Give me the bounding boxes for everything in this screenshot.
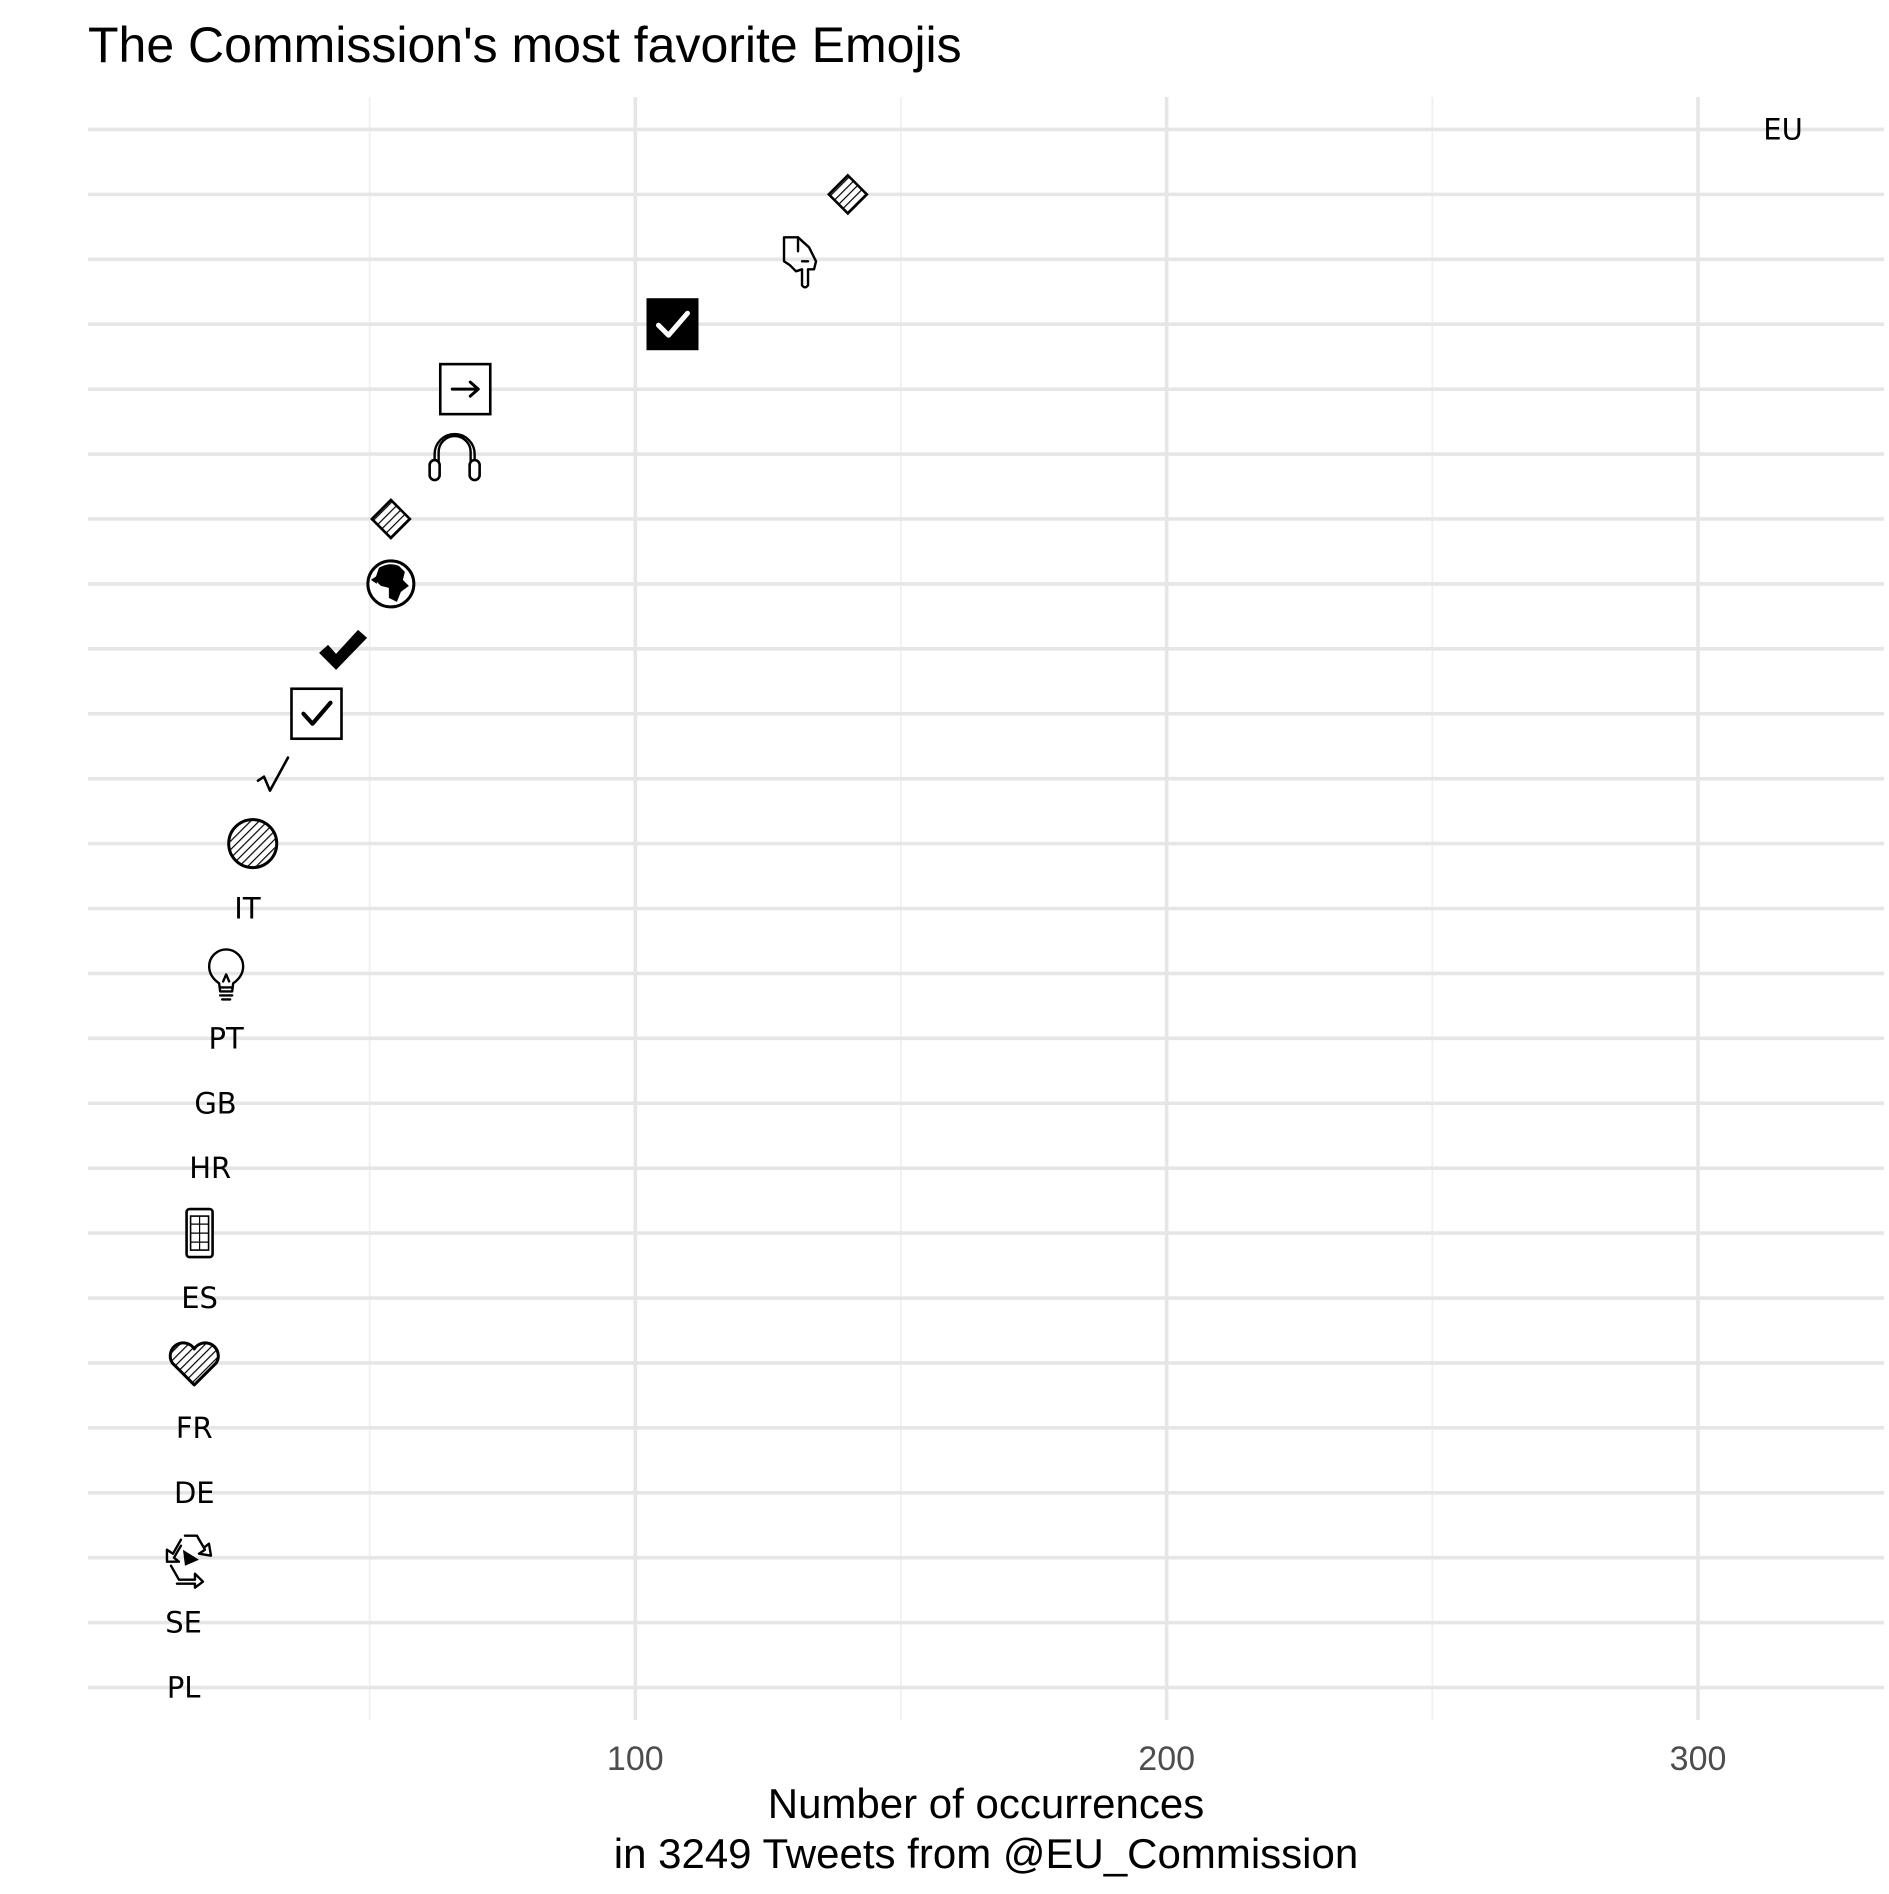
grid-layer bbox=[88, 97, 1884, 1720]
heart-hatched-icon bbox=[168, 1341, 220, 1387]
arrow-right-box-icon bbox=[438, 362, 492, 416]
point-label-se: SE bbox=[165, 1606, 202, 1640]
recycle-icon bbox=[165, 1534, 213, 1589]
ballot-box-check-icon bbox=[290, 687, 343, 741]
x-axis-title-line-2: in 3249 Tweets from @EU_Commission bbox=[614, 1830, 1358, 1877]
point-label-it: IT bbox=[234, 892, 261, 926]
point-label-de: DE bbox=[174, 1476, 215, 1510]
x-tick-label: 200 bbox=[1138, 1740, 1195, 1778]
light-bulb-icon bbox=[207, 948, 245, 1001]
check-box-filled-icon bbox=[646, 298, 699, 351]
globe-africa-icon bbox=[366, 559, 416, 609]
diamond-hatched-icon bbox=[827, 173, 869, 216]
circle-hatched-icon bbox=[227, 818, 279, 870]
pointing-down-hand-icon bbox=[782, 236, 818, 289]
headphones-icon bbox=[428, 432, 481, 482]
point-label-es: ES bbox=[181, 1281, 218, 1315]
point-label-eu: EU bbox=[1763, 112, 1803, 146]
x-tick-label: 100 bbox=[607, 1740, 664, 1778]
point-label-pl: PL bbox=[167, 1671, 201, 1705]
heavy-check-icon bbox=[319, 629, 368, 670]
axis-layer: 100 200 300 bbox=[607, 1740, 1726, 1778]
x-tick-label: 300 bbox=[1670, 1740, 1727, 1778]
points-layer: EU IT PT GB HR ES FR DE SE PL bbox=[165, 112, 1803, 1704]
point-label-fr: FR bbox=[176, 1411, 213, 1445]
point-label-pt: PT bbox=[209, 1021, 244, 1055]
chart-title: The Commission's most favorite Emojis bbox=[88, 17, 962, 73]
point-label-hr: HR bbox=[189, 1151, 231, 1185]
diamond-hatched-icon bbox=[370, 498, 412, 540]
point-label-gb: GB bbox=[194, 1086, 236, 1120]
check-mark-icon bbox=[256, 756, 290, 792]
x-axis-title-line-1: Number of occurrences bbox=[768, 1780, 1205, 1827]
mobile-phone-icon bbox=[185, 1207, 214, 1259]
